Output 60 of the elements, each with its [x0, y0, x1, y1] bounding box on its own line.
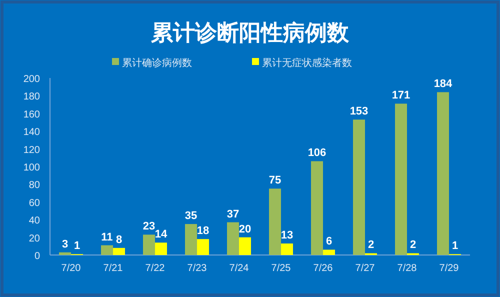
bar: [101, 245, 113, 255]
data-label: 171: [392, 90, 410, 102]
y-tick-label: 120: [23, 144, 40, 156]
bar: [113, 248, 125, 255]
data-label: 75: [268, 174, 282, 187]
x-tick-label: 7/22: [145, 263, 166, 274]
y-tick-label: 100: [23, 162, 40, 174]
y-tick-label: 60: [28, 198, 40, 209]
data-label: 153: [350, 106, 368, 118]
y-tick-label: 40: [28, 216, 40, 227]
data-label: 35: [184, 210, 198, 222]
data-label: 106: [308, 147, 326, 160]
data-label: 11: [101, 231, 113, 244]
bar: [143, 234, 155, 255]
x-tick-label: 7/21: [103, 263, 124, 274]
data-label: 1: [74, 240, 80, 252]
legend-label: 累计确诊病例数: [122, 57, 192, 69]
x-tick-label: 7/24: [229, 263, 250, 274]
y-tick-label: 140: [23, 127, 40, 138]
data-label: 23: [142, 220, 156, 233]
data-label: 2: [368, 239, 374, 252]
data-label: 1: [452, 240, 458, 252]
data-label: 8: [116, 234, 122, 246]
bar: [323, 250, 335, 255]
data-label: 20: [238, 223, 252, 236]
bar: [155, 242, 167, 255]
x-tick-label: 7/23: [187, 263, 208, 274]
x-tick-label: 7/28: [397, 263, 418, 274]
bar: [227, 222, 239, 255]
y-tick-label: 180: [23, 92, 40, 103]
y-tick-label: 0: [34, 251, 40, 262]
x-tick-label: 7/26: [313, 263, 334, 274]
x-tick-label: 7/29: [439, 263, 460, 274]
bar: [311, 161, 323, 255]
chart-title: 累计诊断阳性病例数: [150, 20, 350, 45]
data-label: 18: [196, 225, 210, 238]
data-label: 184: [434, 78, 454, 90]
bar: [353, 120, 365, 255]
data-label: 6: [326, 236, 332, 248]
bar: [197, 239, 209, 255]
bar: [395, 104, 407, 255]
bar: [269, 188, 281, 255]
legend-label: 累计无症状感染者数: [262, 57, 352, 69]
data-label: 2: [410, 239, 416, 252]
x-tick-label: 7/27: [355, 263, 376, 274]
data-label: 14: [154, 228, 168, 241]
y-tick-label: 160: [23, 109, 40, 120]
data-label: 13: [280, 229, 294, 242]
bar: [59, 252, 71, 255]
y-tick-label: 20: [28, 233, 40, 244]
y-tick-label: 200: [23, 74, 40, 85]
x-tick-label: 7/25: [271, 263, 292, 274]
data-label: 37: [226, 208, 240, 220]
bar: [281, 243, 293, 255]
data-label: 3: [62, 238, 68, 250]
bar: [239, 237, 251, 255]
x-tick-label: 7/20: [61, 263, 82, 274]
y-tick-label: 80: [28, 180, 40, 192]
bar: [185, 224, 197, 255]
bar: [437, 92, 449, 255]
